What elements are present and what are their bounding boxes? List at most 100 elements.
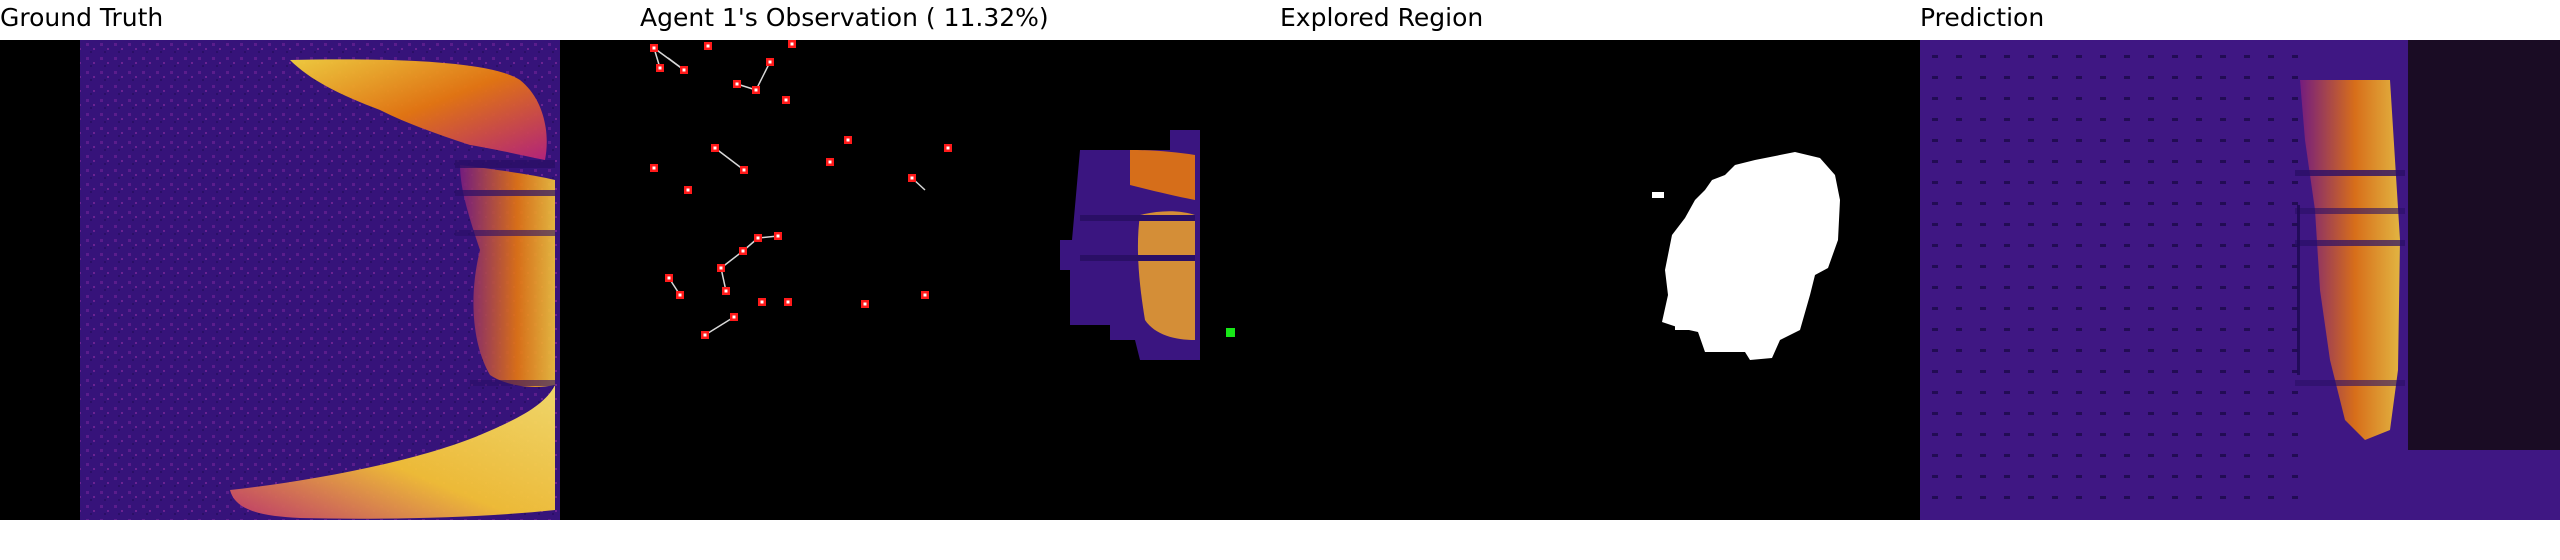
grid-artifact <box>2196 349 2202 352</box>
agent-marker-center <box>652 166 656 170</box>
grid-artifact <box>2244 181 2250 184</box>
grid-artifact <box>2028 97 2034 100</box>
grid-artifact <box>2196 223 2202 226</box>
grid-artifact <box>2028 433 2034 436</box>
grid-artifact <box>2292 475 2298 478</box>
grid-artifact <box>2292 349 2298 352</box>
grid-artifact <box>2124 97 2130 100</box>
grid-artifact <box>2172 160 2178 163</box>
grid-artifact <box>2244 160 2250 163</box>
observation-panel <box>640 40 1280 520</box>
grid-artifact <box>2052 454 2058 457</box>
grid-artifact <box>1980 139 1986 142</box>
explored-region-title: Explored Region <box>1280 3 1484 32</box>
grid-artifact <box>2028 181 2034 184</box>
grid-artifact <box>2292 76 2298 79</box>
grid-artifact <box>2148 454 2154 457</box>
agent-marker-center <box>863 302 867 306</box>
grid-artifact <box>1956 139 1962 142</box>
grid-artifact <box>1932 244 1938 247</box>
grid-artifact <box>1932 55 1938 58</box>
grid-artifact <box>2148 202 2154 205</box>
grid-artifact <box>1980 328 1986 331</box>
grid-artifact <box>2148 139 2154 142</box>
grid-artifact <box>2196 370 2202 373</box>
agent-marker-center <box>756 236 760 240</box>
grid-artifact <box>2244 349 2250 352</box>
grid-artifact <box>2196 202 2202 205</box>
grid-artifact <box>1980 433 1986 436</box>
grid-artifact <box>2100 97 2106 100</box>
grid-artifact <box>2004 370 2010 373</box>
grid-artifact <box>2148 433 2154 436</box>
agent-marker-center <box>742 168 746 172</box>
grid-artifact <box>1980 55 1986 58</box>
grid-artifact <box>2076 244 2082 247</box>
grid-artifact <box>2196 391 2202 394</box>
grid-artifact <box>2148 412 2154 415</box>
grid-artifact <box>2076 55 2082 58</box>
grid-artifact <box>1932 139 1938 142</box>
grid-artifact <box>2220 412 2226 415</box>
grid-artifact <box>1932 307 1938 310</box>
agent-link <box>755 61 771 91</box>
grid-artifact <box>2244 55 2250 58</box>
agent-marker-center <box>732 315 736 319</box>
grid-artifact <box>2292 286 2298 289</box>
grid-artifact <box>2052 223 2058 226</box>
grid-artifact <box>2076 496 2082 499</box>
grid-artifact <box>2220 349 2226 352</box>
grid-artifact <box>2244 265 2250 268</box>
grid-artifact <box>2052 307 2058 310</box>
grid-artifact <box>2244 118 2250 121</box>
grid-artifact <box>2172 265 2178 268</box>
grid-artifact <box>2148 118 2154 121</box>
grid-artifact <box>2292 328 2298 331</box>
ground-truth-heatmap <box>0 40 640 520</box>
grid-artifact <box>2172 391 2178 394</box>
grid-artifact <box>2148 160 2154 163</box>
grid-artifact <box>1932 433 1938 436</box>
grid-artifact <box>2052 76 2058 79</box>
grid-artifact <box>2124 181 2130 184</box>
grid-artifact <box>1980 265 1986 268</box>
grid-artifact <box>2196 328 2202 331</box>
grid-artifact <box>2220 139 2226 142</box>
agent-link <box>714 147 745 171</box>
grid-artifact <box>2004 454 2010 457</box>
grid-artifact <box>1956 454 1962 457</box>
grid-artifact <box>2196 244 2202 247</box>
grid-artifact <box>2220 328 2226 331</box>
grid-artifact <box>2100 139 2106 142</box>
observation-map <box>640 40 1280 520</box>
grid-artifact <box>2172 370 2178 373</box>
grid-artifact <box>2148 286 2154 289</box>
grid-artifact <box>1980 118 1986 121</box>
grid-artifact <box>2172 475 2178 478</box>
grid-artifact <box>2028 496 2034 499</box>
grid-artifact <box>2076 475 2082 478</box>
grid-artifact <box>1932 370 1938 373</box>
grid-artifact <box>2076 370 2082 373</box>
grid-artifact <box>1932 265 1938 268</box>
grid-artifact <box>2292 454 2298 457</box>
ground-truth-panel <box>0 40 640 520</box>
grid-artifact <box>2196 412 2202 415</box>
grid-artifact <box>1932 160 1938 163</box>
target-marker <box>1226 328 1235 337</box>
grid-artifact <box>2196 307 2202 310</box>
grid-artifact <box>2028 328 2034 331</box>
grid-artifact <box>2268 391 2274 394</box>
grid-artifact <box>1956 328 1962 331</box>
grid-artifact <box>2100 118 2106 121</box>
grid-artifact <box>2268 118 2274 121</box>
grid-artifact <box>2124 118 2130 121</box>
grid-artifact <box>2268 139 2274 142</box>
grid-artifact <box>2172 349 2178 352</box>
grid-artifact <box>2076 181 2082 184</box>
grid-artifact <box>2052 160 2058 163</box>
grid-artifact <box>2028 412 2034 415</box>
grid-artifact <box>2220 160 2226 163</box>
grid-artifact <box>2100 349 2106 352</box>
grid-artifact <box>2004 223 2010 226</box>
